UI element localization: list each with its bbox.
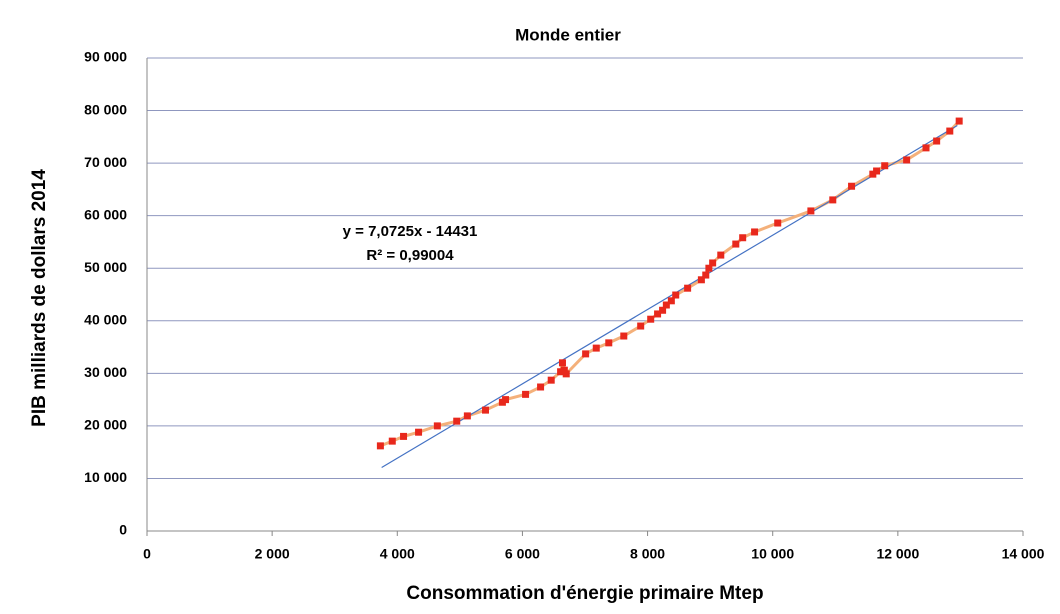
x-tick-label: 2 000	[255, 546, 290, 562]
point	[873, 167, 881, 175]
point	[557, 368, 565, 376]
y-axis-title: PIB milliards de dollars 2014	[29, 169, 50, 427]
y-tick-label: 20 000	[84, 417, 127, 433]
point	[684, 284, 692, 292]
point	[562, 370, 570, 378]
point	[376, 442, 384, 450]
y-tick-label: 10 000	[84, 469, 127, 485]
x-axis-title: Consommation d'énergie primaire Mtep	[406, 583, 763, 604]
x-tick-label: 8 000	[630, 546, 665, 562]
point	[415, 428, 423, 436]
point	[482, 406, 490, 414]
point	[453, 417, 461, 425]
point	[647, 315, 655, 323]
point	[946, 127, 954, 135]
point	[592, 344, 600, 352]
x-tick-label: 12 000	[876, 546, 919, 562]
point	[605, 339, 613, 347]
point	[955, 117, 963, 125]
x-tick-label: 10 000	[751, 546, 794, 562]
y-tick-label: 50 000	[84, 259, 127, 275]
y-tick-label: 0	[119, 522, 127, 538]
point	[829, 196, 837, 204]
point	[400, 432, 408, 440]
point	[922, 144, 930, 152]
x-tick-label: 6 000	[505, 546, 540, 562]
point	[697, 276, 705, 284]
y-tick-label: 90 000	[84, 49, 127, 65]
y-tick-label: 70 000	[84, 154, 127, 170]
point	[502, 396, 510, 404]
point	[637, 322, 645, 330]
trend-equation: y = 7,0725x - 14431	[343, 223, 478, 240]
point	[751, 228, 759, 236]
trendline	[381, 124, 958, 468]
point	[560, 366, 568, 374]
chart-title: Monde entier	[515, 25, 621, 44]
x-tick-label: 14 000	[1002, 546, 1045, 562]
point	[709, 259, 717, 267]
point	[667, 297, 675, 305]
point	[739, 234, 747, 242]
point	[463, 412, 471, 420]
point	[522, 390, 530, 398]
y-tick-label: 80 000	[84, 101, 127, 117]
point	[537, 383, 545, 391]
point	[582, 350, 590, 358]
point	[433, 422, 441, 430]
data-line	[379, 120, 961, 448]
point	[717, 251, 725, 259]
point	[547, 376, 555, 384]
point	[672, 291, 680, 299]
point	[848, 182, 856, 190]
point	[558, 359, 566, 367]
point	[732, 240, 740, 248]
y-tick-label: 60 000	[84, 206, 127, 222]
point	[654, 310, 662, 318]
point	[702, 271, 710, 279]
point	[620, 332, 628, 340]
point	[881, 162, 889, 170]
point	[705, 264, 713, 272]
point	[388, 437, 396, 445]
r-squared: R² = 0,99004	[366, 247, 454, 264]
point	[903, 156, 911, 164]
point	[662, 301, 670, 309]
point	[869, 170, 877, 178]
y-tick-label: 30 000	[84, 364, 127, 380]
x-tick-label: 0	[143, 546, 151, 562]
y-tick-label: 40 000	[84, 311, 127, 327]
point	[933, 137, 941, 145]
point	[774, 219, 782, 227]
point	[807, 207, 815, 215]
x-tick-label: 4 000	[380, 546, 415, 562]
point	[659, 306, 667, 314]
